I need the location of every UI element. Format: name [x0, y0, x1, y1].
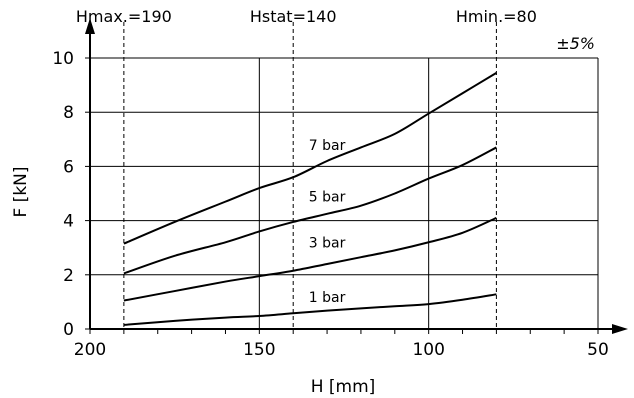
- x-tick-label: 200: [74, 340, 106, 360]
- x-tick-label: 150: [243, 340, 275, 360]
- y-tick-label: 8: [63, 103, 74, 123]
- y-tick-label: 0: [63, 320, 74, 340]
- y-axis-label: F [kN]: [11, 166, 31, 217]
- x-axis-label: H [mm]: [311, 377, 376, 397]
- series-label: 3 bar: [309, 236, 346, 252]
- series-label: 5 bar: [309, 190, 346, 206]
- x-tick-label: 100: [412, 340, 444, 360]
- reference-label: Hmin.=80: [456, 7, 537, 26]
- series-line-1: [123, 146, 497, 275]
- y-tick-label: 10: [52, 49, 74, 69]
- grid: [90, 57, 599, 329]
- series-line-2: [123, 216, 497, 302]
- reference-lines: Hmax.=190 Hstat=140 Hmin.=80: [76, 7, 537, 329]
- y-tick-label: 6: [63, 157, 74, 177]
- series: [123, 72, 497, 326]
- axes: 0 2 4 6 8 10 200 150 100 50: [52, 18, 628, 360]
- x-axis-arrow: [612, 324, 628, 334]
- reference-label: Hstat=140: [250, 7, 337, 26]
- series-line-3: [123, 293, 497, 326]
- y-tick-label: 2: [63, 266, 74, 286]
- series-label: 1 bar: [309, 290, 346, 306]
- series-line-0: [123, 72, 497, 245]
- y-tick-label: 4: [63, 212, 74, 232]
- labels: 7 bar 5 bar 3 bar 1 bar: [309, 138, 346, 306]
- tolerance-label: ±5%: [556, 34, 595, 53]
- x-tick-label: 50: [587, 340, 609, 360]
- y-axis-arrow: [85, 18, 95, 34]
- series-label: 7 bar: [309, 138, 346, 154]
- reference-label: Hmax.=190: [76, 7, 172, 26]
